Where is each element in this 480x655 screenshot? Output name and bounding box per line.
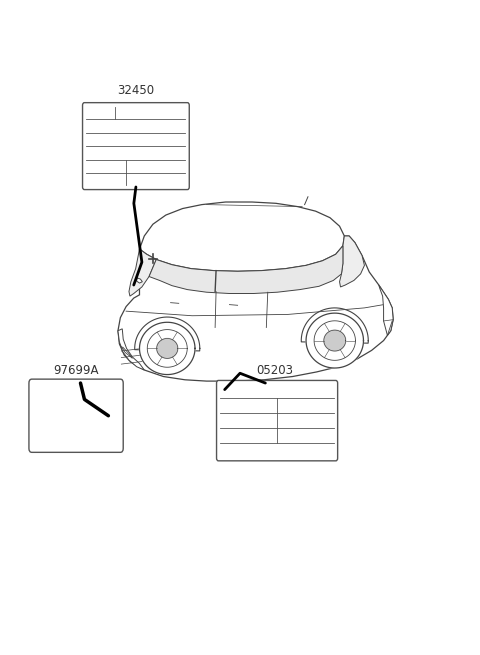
Polygon shape	[140, 322, 195, 375]
Polygon shape	[118, 329, 144, 370]
Polygon shape	[339, 236, 364, 287]
Polygon shape	[306, 313, 363, 368]
FancyBboxPatch shape	[216, 381, 337, 461]
Text: 05203: 05203	[256, 364, 293, 377]
FancyBboxPatch shape	[29, 379, 123, 453]
Text: 97699A: 97699A	[53, 364, 99, 377]
Polygon shape	[118, 236, 393, 381]
Polygon shape	[379, 285, 393, 335]
FancyBboxPatch shape	[83, 103, 189, 189]
Polygon shape	[129, 249, 156, 296]
Polygon shape	[140, 202, 344, 271]
Polygon shape	[137, 278, 143, 283]
Polygon shape	[324, 330, 346, 351]
Polygon shape	[149, 246, 343, 293]
Text: 32450: 32450	[117, 84, 155, 97]
Polygon shape	[156, 339, 178, 358]
